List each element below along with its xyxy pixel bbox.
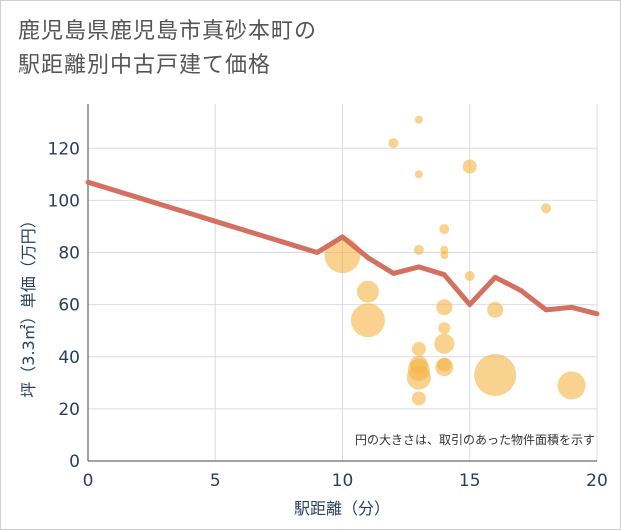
bubble-point	[557, 371, 586, 400]
y-tick-label: 100	[48, 191, 80, 211]
x-tick-label: 10	[332, 471, 354, 491]
bubble-point	[356, 280, 379, 303]
bubble-point	[464, 270, 475, 281]
y-tick-label: 0	[69, 452, 80, 472]
x-tick-label: 0	[83, 471, 94, 491]
chart-title: 鹿児島県鹿児島市真砂本町の 駅距離別中古戸建て価格	[18, 15, 598, 83]
bubble-point	[413, 244, 424, 255]
bubble-point	[435, 358, 454, 377]
x-axis-title: 駅距離（分）	[294, 499, 390, 518]
bubble-point	[474, 354, 517, 397]
bubble-point	[406, 365, 431, 390]
bubble-point	[439, 224, 450, 235]
chart-title-line-2: 駅距離別中古戸建て価格	[18, 53, 272, 78]
bubble-point	[414, 115, 423, 124]
bubble-point	[388, 138, 399, 149]
trend-line-series	[85, 179, 600, 317]
bubble-point	[440, 251, 449, 260]
chart-title-line-1: 鹿児島県鹿児島市真砂本町の	[18, 19, 318, 44]
y-tick-label: 40	[58, 348, 80, 368]
bubble-point	[414, 170, 423, 179]
bubble-point	[434, 333, 455, 354]
bubble-point	[462, 159, 477, 174]
bubble-point	[487, 301, 504, 318]
bubble-point	[411, 391, 426, 406]
y-tick-label: 60	[58, 296, 80, 316]
grid-lines	[87, 104, 598, 462]
y-tick-label: 120	[48, 139, 80, 159]
bubble-series	[324, 115, 586, 406]
y-axis-title: 坪（3.3㎡）単価（万円）	[19, 212, 38, 397]
trend-line	[85, 179, 600, 317]
bubble-point	[436, 299, 453, 316]
bubble-point	[350, 303, 385, 338]
axis-ticks: 0 5 10 15 20 0 20 40 60 80 100 120	[48, 139, 608, 491]
y-tick-label: 80	[58, 244, 80, 264]
y-tick-label: 20	[58, 400, 80, 420]
x-tick-label: 5	[210, 471, 221, 491]
bubble-point	[438, 322, 451, 335]
bubble-point	[541, 203, 552, 214]
bubble-point	[411, 341, 426, 356]
x-tick-label: 20	[586, 471, 608, 491]
x-tick-label: 15	[459, 471, 481, 491]
size-legend-note: 円の大きさは、取引のあった物件面積を示す	[355, 432, 595, 447]
